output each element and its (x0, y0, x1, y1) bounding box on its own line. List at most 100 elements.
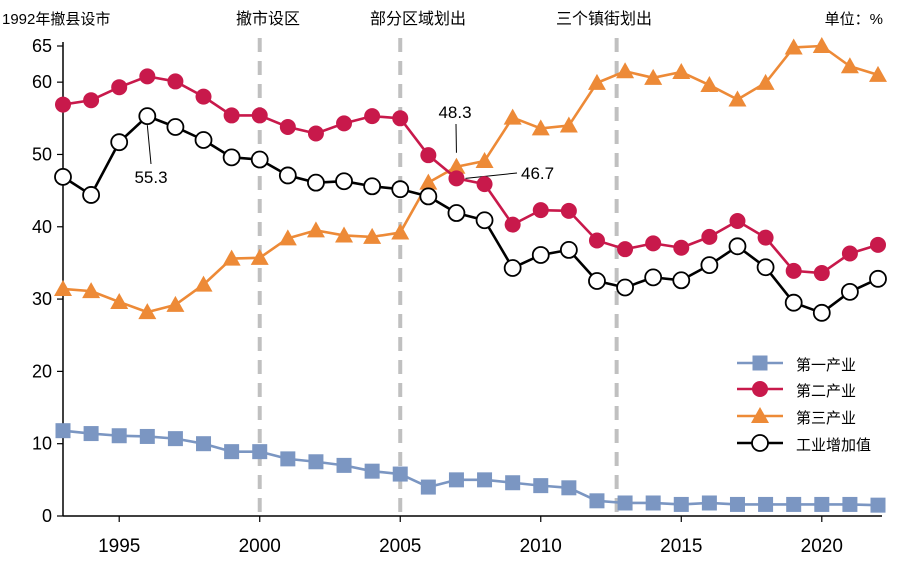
y-tick-label-60: 60 (32, 72, 52, 92)
data-point-2-1996 (138, 303, 157, 320)
series-1 (55, 68, 886, 282)
data-point-0-2021 (842, 496, 858, 512)
data-point-0-2012 (589, 493, 605, 509)
data-point-3-2016 (700, 256, 719, 274)
data-point-3-2005 (391, 180, 410, 199)
data-point-3-2006 (419, 187, 438, 206)
data-point-1-1999 (223, 107, 240, 124)
legend-marker-2 (751, 407, 769, 423)
data-point-2-2020 (812, 37, 831, 53)
data-point-3-2015 (672, 271, 691, 290)
data-point-3-1994 (82, 186, 101, 204)
data-point-0-2002 (308, 454, 324, 470)
data-point-3-2020 (812, 303, 831, 322)
legend-label-industrial: 工业增加值 (796, 437, 871, 454)
data-point-1-2002 (307, 125, 324, 142)
data-point-2-2018 (756, 73, 775, 90)
data-point-3-1995 (110, 133, 129, 152)
data-point-1-2003 (336, 115, 353, 132)
data-point-2-2021 (840, 57, 859, 74)
data-point-2-2008 (475, 151, 494, 168)
data-point-1-2021 (841, 245, 858, 262)
data-point-2-2007 (447, 157, 466, 174)
legend-item-tertiary: 第三产业 (737, 407, 856, 427)
data-point-2-2000 (250, 248, 269, 265)
data-point-3-1999 (222, 148, 241, 167)
annotation-leaders (146, 123, 518, 179)
legend-label-tertiary: 第三产业 (796, 409, 856, 427)
data-point-2-2016 (700, 76, 719, 93)
data-point-2-2004 (363, 227, 382, 244)
data-point-3-2019 (784, 293, 803, 312)
data-point-1-1996 (139, 68, 156, 85)
data-point-1-2000 (251, 107, 268, 124)
legend-symbol-tertiary (737, 407, 783, 423)
annotation-46-7: 46.7 (521, 164, 554, 183)
era-label-2000: 撤市设区 (236, 10, 300, 28)
unit-label: 单位：% (825, 11, 883, 28)
era-label-2013: 三个镇街划出 (556, 10, 652, 28)
data-point-0-2011 (561, 480, 577, 496)
data-point-1-2016 (701, 228, 718, 245)
annotation-55-3: 55.3 (134, 168, 167, 187)
series-3 (54, 107, 887, 322)
legend: 第一产业 第二产业 第三产业 工业增加值 (737, 355, 871, 454)
legend-item-primary: 第一产业 (737, 355, 856, 374)
y-tick-label-20: 20 (32, 361, 52, 381)
era-label-2005: 部分区域划出 (370, 10, 466, 28)
data-point-1-2020 (813, 265, 830, 282)
x-tick-label-2015: 2015 (660, 536, 702, 557)
data-point-1-2022 (870, 236, 886, 253)
data-point-3-2021 (840, 282, 859, 301)
annotation-48-3: 48.3 (438, 103, 471, 122)
data-point-2-2010 (531, 119, 550, 136)
y-tick-label-30: 30 (32, 289, 52, 309)
data-point-3-1998 (194, 131, 213, 149)
data-point-3-2017 (728, 237, 747, 256)
data-point-3-2009 (503, 259, 522, 277)
data-point-1-2005 (392, 110, 409, 127)
data-point-0-2004 (364, 463, 380, 479)
leader-46-7 (465, 172, 518, 179)
y-tick-label-0: 0 (42, 506, 52, 526)
data-point-1-1993 (55, 96, 71, 113)
data-point-3-2007 (447, 204, 466, 222)
data-point-1-2019 (785, 262, 802, 279)
legend-marker-0 (752, 355, 768, 371)
data-point-3-1993 (54, 167, 72, 186)
data-point-0-1993 (55, 423, 71, 439)
data-point-1-1998 (195, 88, 212, 105)
data-point-0-2018 (758, 496, 774, 512)
x-tick-label-1995: 1995 (98, 536, 140, 557)
data-point-0-1998 (196, 436, 212, 452)
x-tick-label-2020: 2020 (801, 536, 843, 557)
series-2 (54, 37, 887, 320)
data-point-3-2010 (531, 246, 550, 264)
data-point-0-2019 (786, 496, 802, 512)
series-line-3 (62, 114, 879, 315)
data-point-3-2022 (869, 269, 887, 288)
data-point-0-2006 (420, 479, 436, 495)
y-tick-label-10: 10 (32, 434, 52, 454)
data-point-0-2014 (645, 495, 661, 511)
data-point-0-2000 (252, 444, 268, 460)
data-point-3-2013 (616, 278, 634, 297)
data-point-0-2016 (701, 495, 717, 511)
data-point-1-2018 (757, 229, 774, 246)
data-point-0-2022 (870, 497, 886, 513)
data-point-1-2008 (476, 176, 493, 193)
data-point-0-2017 (729, 496, 745, 512)
top-left-label: 1992年撤县设市 (2, 11, 110, 28)
data-point-1-2013 (617, 241, 634, 258)
legend-label-primary: 第一产业 (796, 356, 856, 374)
data-point-0-2009 (505, 475, 521, 491)
legend-marker-3 (751, 434, 769, 452)
series-0 (55, 423, 886, 513)
legend-marker-1 (752, 381, 768, 397)
legend-item-secondary: 第二产业 (737, 381, 856, 400)
data-point-2-2001 (278, 229, 297, 246)
data-point-3-2011 (559, 241, 578, 259)
data-point-2-2022 (869, 65, 887, 82)
data-point-3-2004 (363, 177, 382, 196)
